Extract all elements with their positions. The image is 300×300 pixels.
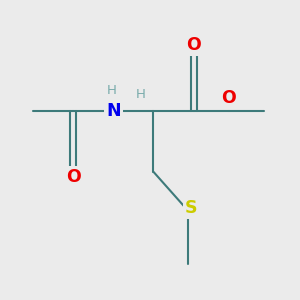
Text: O: O xyxy=(221,88,236,106)
Text: O: O xyxy=(186,36,201,54)
Text: N: N xyxy=(106,102,121,120)
Text: O: O xyxy=(66,168,80,186)
Text: S: S xyxy=(185,199,197,217)
Text: H: H xyxy=(106,85,116,98)
Text: H: H xyxy=(135,88,145,100)
